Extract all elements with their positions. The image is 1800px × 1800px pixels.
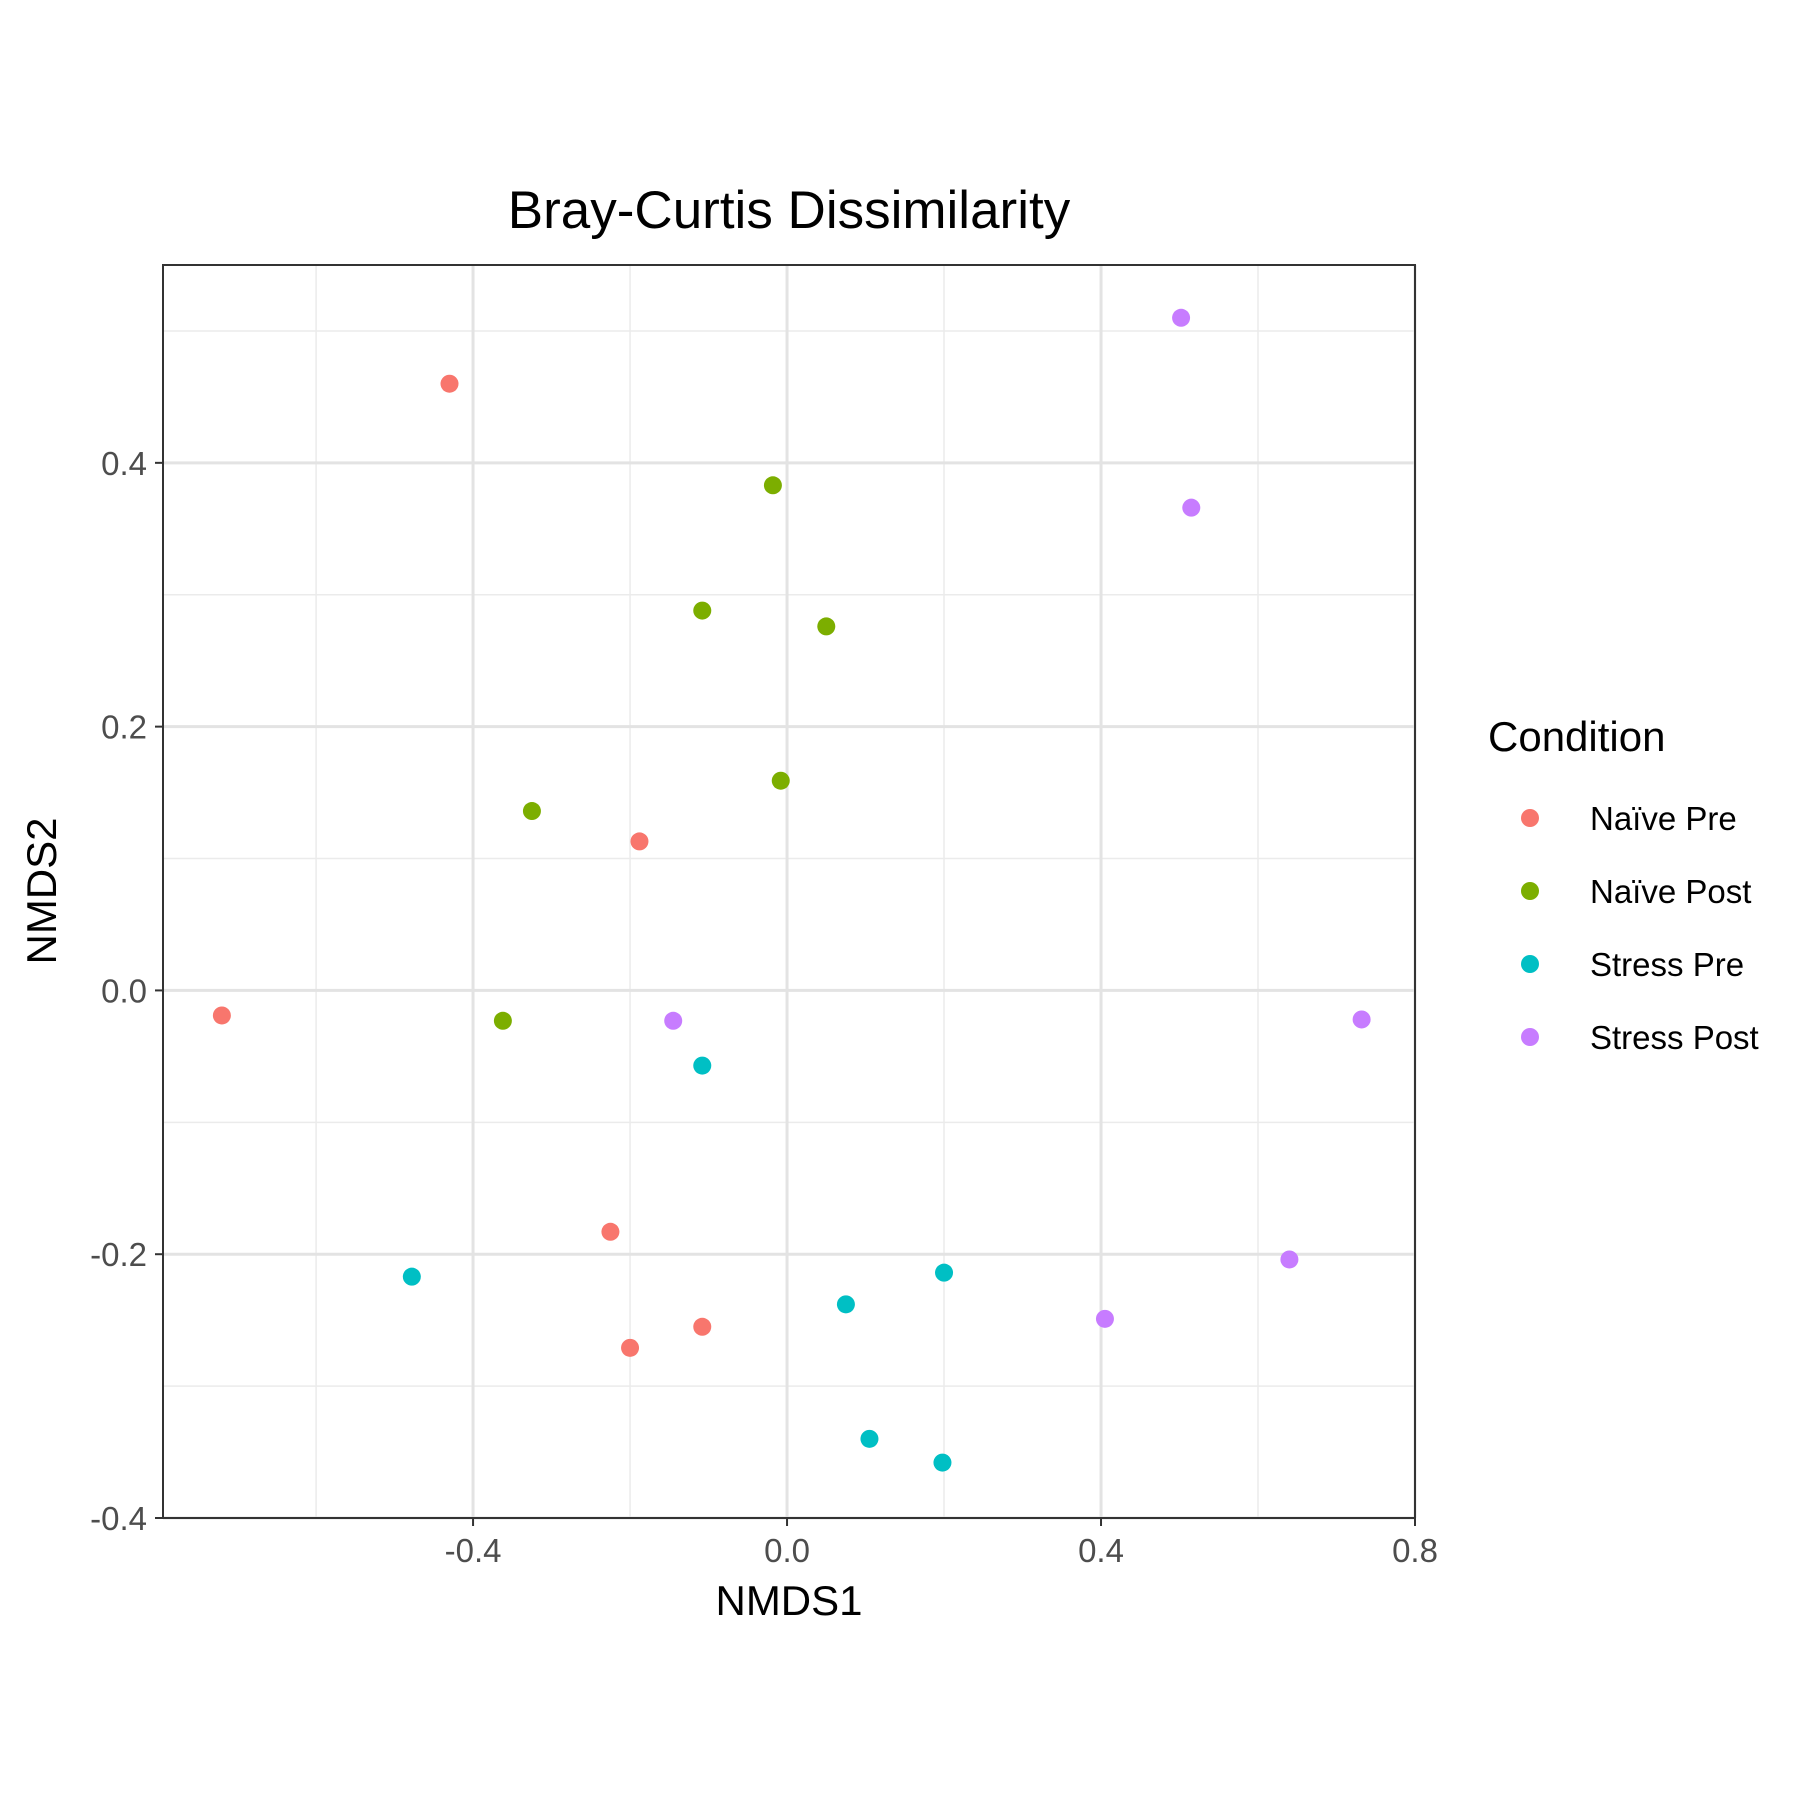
data-point — [522, 802, 541, 821]
data-point — [664, 1011, 683, 1030]
data-point — [402, 1267, 421, 1286]
y-tick-label: 0.0 — [101, 972, 147, 1009]
data-point — [1095, 1309, 1114, 1328]
x-axis-title: NMDS1 — [715, 1577, 862, 1624]
plot-background — [163, 265, 1415, 1518]
x-axis-ticks: -0.4 0.0 0.4 0.8 — [445, 1518, 1438, 1569]
data-points — [212, 308, 1371, 1472]
x-tick-label: 0.4 — [1078, 1532, 1124, 1569]
x-tick-label: 0.8 — [1392, 1532, 1438, 1569]
data-point — [693, 1056, 712, 1075]
data-point — [621, 1338, 640, 1357]
data-point — [763, 476, 782, 495]
data-point — [440, 374, 459, 393]
y-tick-label: 0.2 — [101, 709, 147, 746]
legend-key — [1521, 809, 1539, 827]
data-point — [933, 1453, 952, 1472]
x-tick-label: -0.4 — [445, 1532, 502, 1569]
y-tick-label: -0.2 — [90, 1236, 147, 1273]
legend-items: Naïve Pre Naïve Post Stress Pre Stress Post — [1521, 800, 1759, 1056]
legend-key — [1521, 1028, 1539, 1046]
y-tick-label: -0.4 — [90, 1500, 147, 1537]
data-point — [1280, 1250, 1299, 1269]
data-point — [817, 617, 836, 636]
legend-label: Stress Pre — [1590, 946, 1744, 983]
data-point — [693, 1317, 712, 1336]
legend-key — [1521, 882, 1539, 900]
x-tick-label: 0.0 — [764, 1532, 810, 1569]
plot-border — [162, 264, 1416, 1519]
data-point — [630, 832, 649, 851]
data-point — [1352, 1010, 1371, 1029]
data-point — [693, 601, 712, 620]
legend-key — [1521, 955, 1539, 973]
data-point — [493, 1011, 512, 1030]
data-point — [860, 1429, 879, 1448]
data-point — [1172, 308, 1191, 327]
data-point — [601, 1222, 620, 1241]
legend-label: Naïve Pre — [1590, 800, 1737, 837]
y-tick-label: 0.4 — [101, 445, 147, 482]
data-point — [1182, 498, 1201, 517]
data-point — [935, 1263, 954, 1282]
y-axis-ticks: -0.4 -0.2 0.0 0.2 0.4 — [90, 445, 163, 1537]
legend-label: Naïve Post — [1590, 873, 1751, 910]
data-point — [836, 1295, 855, 1314]
data-point — [212, 1006, 231, 1025]
chart-title: Bray-Curtis Dissimilarity — [508, 181, 1071, 240]
data-point — [771, 771, 790, 790]
legend-title: Condition — [1488, 713, 1665, 760]
legend: Condition Naïve Pre Naïve Post Stress Pre S… — [1488, 713, 1759, 1056]
legend-label: Stress Post — [1590, 1019, 1759, 1056]
minor-gridlines — [163, 265, 1415, 1518]
y-axis-title: NMDS2 — [18, 817, 65, 964]
